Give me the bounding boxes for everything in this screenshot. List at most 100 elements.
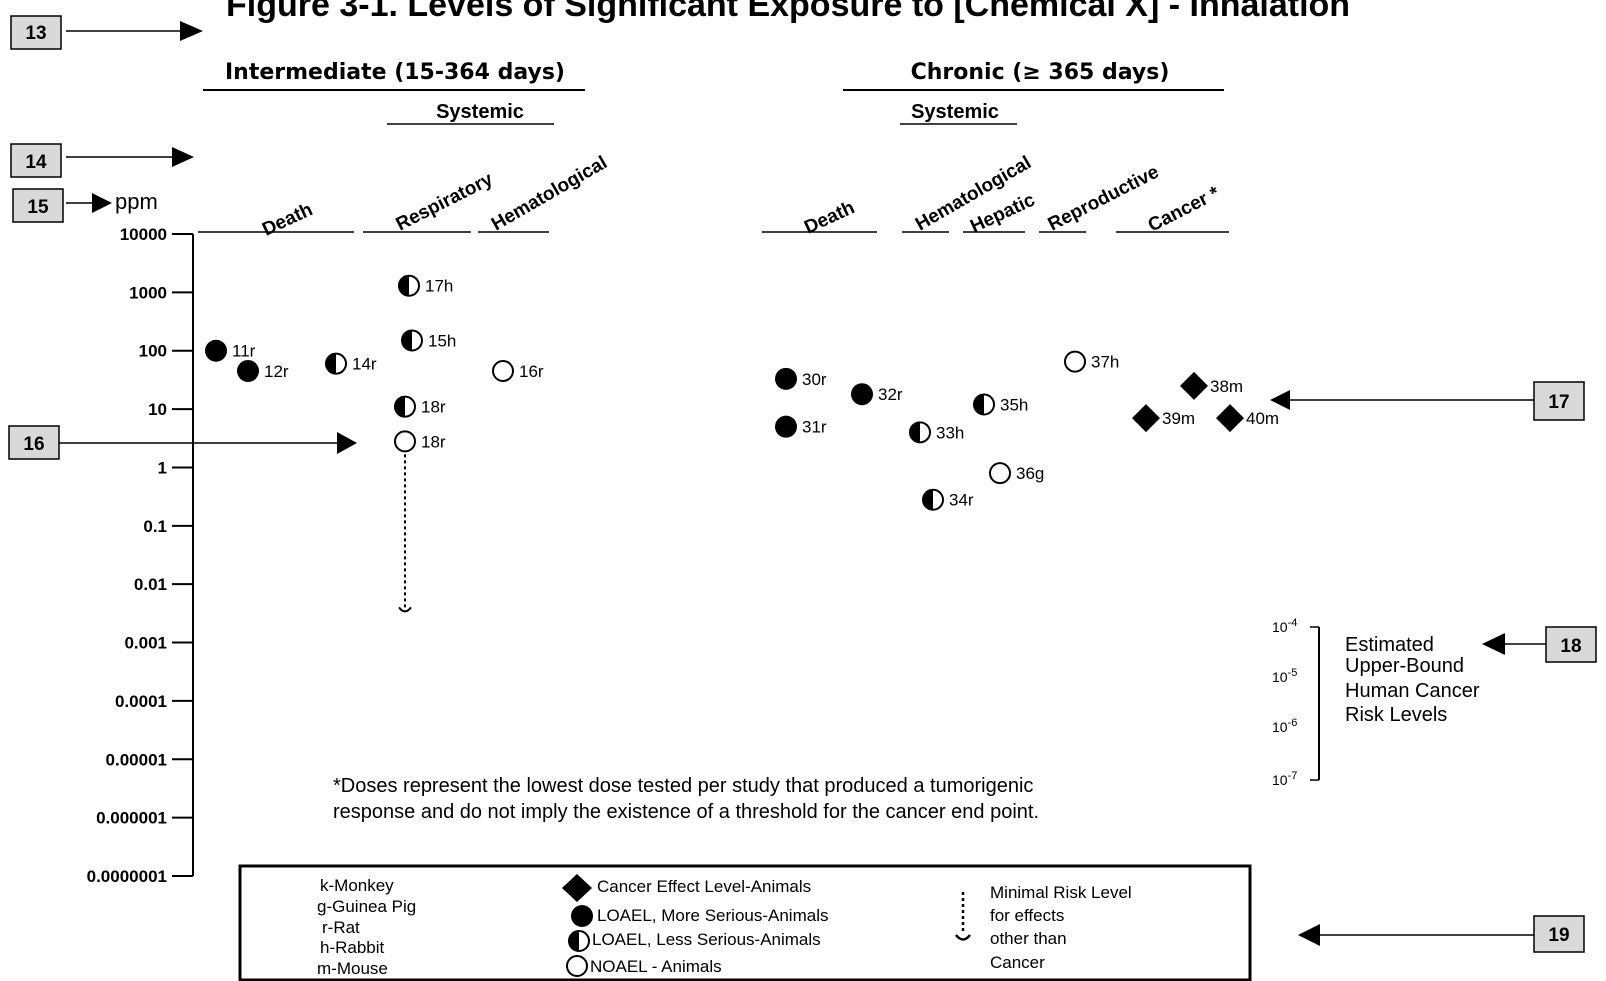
data-point-label: 40m — [1246, 409, 1279, 428]
risk-level-1e-4: 10-4 — [1272, 617, 1297, 635]
legend-mrl-1: Minimal Risk Level — [990, 883, 1132, 902]
data-point-label: 17h — [425, 277, 453, 296]
risk-text-3: Human Cancer — [1345, 680, 1480, 702]
legend-open-circle-icon — [566, 955, 588, 977]
y-tick-label: 0.0001 — [115, 692, 167, 711]
risk-level-1e-7: 10-7 — [1272, 770, 1297, 788]
y-tick-label: 100 — [139, 342, 167, 361]
legend-box: k-Monkey g-Guinea Pig r-Rat h-Rabbit m-M… — [238, 864, 1252, 981]
y-axis-ticks: 10000 1000 100 10 1 0.1 0.01 0.001 0.0001 0.00001… — [87, 225, 193, 886]
callout-15: 15 — [12, 188, 112, 223]
data-point-34r: 34r — [922, 488, 974, 511]
data-point-14r: 14r — [325, 352, 377, 375]
data-point-label: 37h — [1091, 353, 1119, 372]
category-death-intermediate: Death — [259, 199, 316, 240]
legend-mrl-3: other than — [990, 929, 1067, 948]
legend-marker-1: Cancer Effect Level-Animals — [597, 877, 811, 896]
callout-17: 17 — [1270, 381, 1585, 421]
callout-19-label: 19 — [1548, 925, 1569, 946]
legend-marker-2: LOAEL, More Serious-Animals — [597, 906, 828, 925]
callout-18: 18 — [1482, 626, 1597, 663]
callout-18-label: 18 — [1560, 636, 1581, 657]
legend-mrl-2: for effects — [990, 906, 1064, 925]
y-tick-label: 0.0000001 — [87, 867, 167, 886]
noael-marker — [394, 430, 416, 453]
legend-mrl-4: Cancer — [990, 953, 1045, 972]
loael-more-serious-marker — [237, 359, 259, 382]
risk-level-scale: 10-4 10-5 10-6 10-7 Estimated Upper-Boun… — [1272, 617, 1480, 788]
legend-filled-circle-icon — [571, 905, 593, 927]
legend-species-4: h-Rabbit — [320, 938, 385, 957]
loael-more-serious-marker — [775, 415, 797, 438]
data-point-35h: 35h — [973, 393, 1028, 416]
data-point-label: 14r — [352, 355, 377, 374]
loael-less-serious-fill — [910, 422, 920, 443]
y-tick-label: 0.00001 — [106, 750, 167, 769]
data-point-label: 18r — [421, 432, 446, 451]
loael-less-serious-fill — [326, 353, 336, 374]
data-point-label: 32r — [878, 385, 903, 404]
callout-14: 14 — [10, 143, 194, 178]
callout-16: 16 — [8, 425, 357, 460]
data-point-label: 33h — [936, 423, 964, 442]
callout-17-label: 17 — [1548, 392, 1569, 413]
category-reproductive: Reproductive — [1045, 162, 1163, 236]
data-point-label: 31r — [802, 418, 827, 437]
data-point-11r: 11r — [205, 339, 256, 362]
risk-text-2: Upper-Bound — [1345, 655, 1464, 677]
y-tick-label: 0.1 — [143, 517, 167, 536]
data-point-label: 36g — [1016, 464, 1044, 483]
data-point-18r: 18r — [394, 430, 446, 453]
category-hematological-intermediate: Hematological — [488, 152, 611, 235]
y-tick-label: 1000 — [129, 283, 167, 302]
loael-less-serious-fill — [395, 396, 405, 417]
data-point-16r: 16r — [492, 359, 544, 382]
y-axis-unit: ppm — [115, 189, 158, 214]
data-point-40m: 40m — [1216, 404, 1279, 433]
y-tick-label: 10000 — [120, 225, 167, 244]
figure-title: Figure 3-1. Levels of Significant Exposu… — [226, 0, 1350, 24]
legend-half-circle-icon — [568, 930, 590, 952]
loael-less-serious-fill — [974, 394, 984, 415]
cancer-effect-diamond — [1180, 371, 1208, 400]
intermediate-systemic-label: Systemic — [436, 101, 524, 123]
data-point-36g: 36g — [989, 462, 1044, 485]
risk-level-1e-5: 10-5 — [1272, 667, 1297, 685]
legend-marker-3: LOAEL, Less Serious-Animals — [592, 930, 821, 949]
y-axis: ppm 10000 1000 100 10 1 0.1 0.01 0.001 0.0001 0.0… — [87, 189, 194, 886]
chronic-systemic-label: Systemic — [911, 101, 999, 123]
data-point-12r: 12r — [237, 359, 289, 382]
callout-14-label: 14 — [25, 152, 47, 173]
risk-text-4: Risk Levels — [1345, 704, 1447, 726]
y-tick-label: 0.001 — [124, 634, 167, 653]
data-point-label: 35h — [1000, 395, 1028, 414]
data-point-18r: 18r — [394, 395, 446, 418]
risk-level-1e-6: 10-6 — [1272, 717, 1297, 735]
data-point-label: 12r — [264, 362, 289, 381]
footnote-line-2: response and do not imply the existence … — [333, 801, 1039, 823]
data-point-label: 11r — [232, 342, 256, 361]
minimal-risk-level — [398, 454, 412, 613]
data-point-label: 39m — [1162, 409, 1195, 428]
loael-less-serious-fill — [399, 275, 409, 296]
legend-species-5: m-Mouse — [317, 959, 388, 978]
legend-species-3: r-Rat — [322, 918, 360, 937]
y-tick-label: 10 — [148, 400, 167, 419]
cancer-effect-diamond — [1132, 404, 1160, 433]
data-point-label: 30r — [802, 370, 827, 389]
intermediate-heading: Intermediate (15-364 days) — [225, 60, 565, 85]
legend-diamond-icon — [562, 874, 592, 902]
callout-13: 13 — [10, 15, 203, 50]
loael-more-serious-marker — [775, 367, 797, 390]
mrl-end-hook — [398, 606, 412, 613]
data-point-label: 38m — [1210, 377, 1243, 396]
data-point-17h: 17h — [398, 274, 453, 297]
risk-text-1: Estimated — [1345, 634, 1434, 656]
legend-mrl-icon — [955, 892, 971, 941]
data-points: 11r 12r 14r 17h 15h 18r 18r 16r 30r 31r 32r 33h 34r 3… — [205, 274, 1279, 511]
y-tick-label: 0.01 — [134, 575, 167, 594]
callout-15-label: 15 — [27, 197, 49, 218]
data-point-32r: 32r — [851, 383, 903, 406]
category-respiratory: Respiratory — [393, 169, 497, 236]
